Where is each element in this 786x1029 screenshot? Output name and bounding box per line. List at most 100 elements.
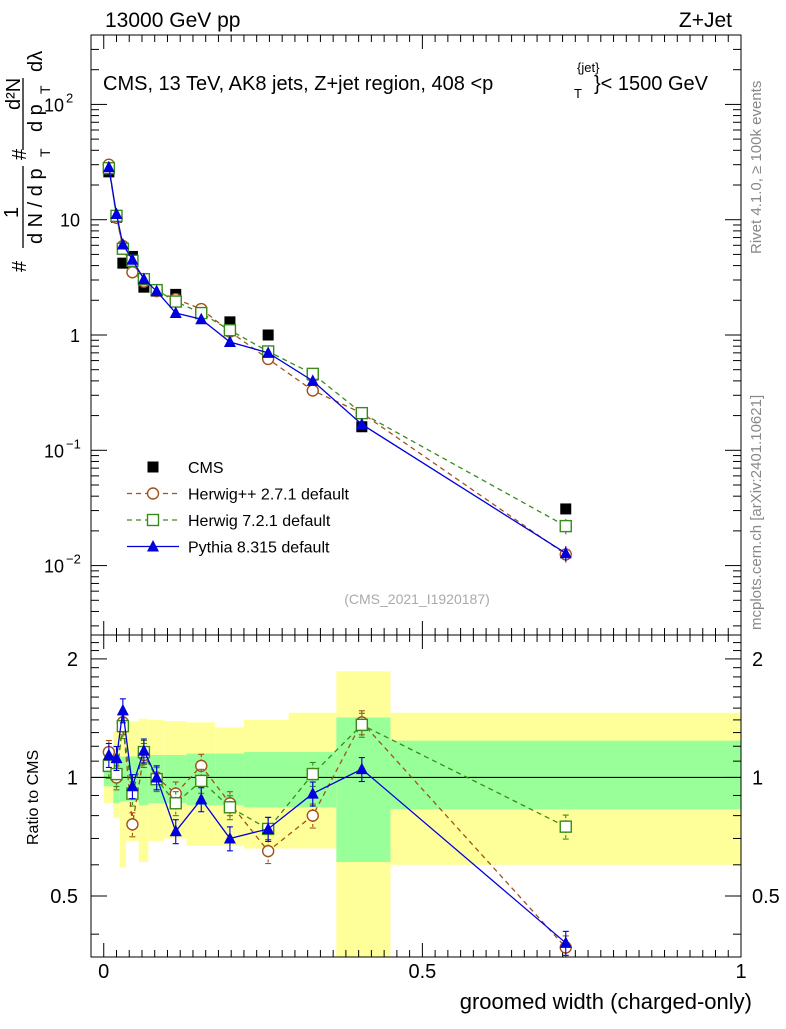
- ratio-y-tick-label: 0.5: [50, 886, 78, 908]
- pythia-marker: [195, 792, 208, 805]
- plot-title-sub: T: [574, 86, 582, 101]
- main-series: [102, 158, 572, 563]
- pythia-marker: [169, 306, 182, 319]
- plot-title-sup: {jet}: [577, 60, 600, 75]
- cms-marker: [147, 461, 159, 473]
- herwigpp-marker: [146, 487, 160, 500]
- herwig7-marker: [146, 513, 160, 527]
- pythia-marker: [137, 272, 150, 285]
- ratio-y-tick-label-right: 1: [752, 767, 763, 789]
- pythia-marker: [306, 787, 319, 799]
- band-green: [119, 756, 127, 802]
- legend: CMS Herwig++ 2.7.1 default Herwig 7.2.1 de…: [127, 460, 350, 557]
- ratio-y-tick-labels: 0.5 0.5 1 1 2 2: [50, 649, 780, 908]
- pythia-marker: [559, 936, 572, 948]
- ylabel-d2n: d²N: [3, 78, 25, 110]
- pythia-marker: [102, 748, 115, 761]
- ylabel-t1: T: [37, 148, 53, 157]
- herwig7-marker: [306, 767, 319, 781]
- ratio-y-tick-label-right: 0.5: [752, 886, 780, 908]
- cms-marker: [224, 316, 236, 328]
- header-right: Z+Jet: [679, 9, 732, 32]
- x-tick-labels: 0 0.5 1: [98, 961, 746, 983]
- series-line-2: [108, 168, 567, 527]
- ylabel-dp: d p: [25, 104, 47, 132]
- plot-title: CMS, 13 TeV, AK8 jets, Z+jet region, 408…: [103, 60, 709, 101]
- pythia-marker: [110, 751, 123, 764]
- ratio-series: [102, 698, 572, 958]
- pythia-marker: [262, 346, 275, 358]
- main-y-tick-exponent: −1: [66, 436, 81, 451]
- pythia-marker: [137, 744, 150, 756]
- x-tick-label: 0: [98, 961, 109, 983]
- main-y-tick-label: 10: [44, 557, 64, 577]
- herwig7-marker: [169, 797, 182, 810]
- cms-marker: [560, 503, 572, 515]
- ratio-y-tick-label: 1: [67, 767, 78, 789]
- cms-marker: [262, 329, 274, 341]
- herwigpp-marker: [126, 818, 139, 831]
- header-left: 13000 GeV pp: [105, 9, 240, 32]
- ratio-bands: [103, 671, 741, 957]
- herwig7-marker: [559, 820, 572, 833]
- herwig7-marker: [169, 295, 182, 308]
- side-label-rivet: Rivet 4.1.0, ≥ 100k events: [748, 81, 765, 254]
- pythia-marker: [147, 540, 159, 552]
- x-tick-label: 1: [735, 961, 746, 983]
- herwig7-marker: [355, 406, 369, 420]
- main-y-tick-exponent: 2: [66, 90, 73, 105]
- herwigpp-marker: [126, 266, 139, 279]
- main-y-tick-exponent: −2: [66, 552, 81, 567]
- ratio-y-tick-label-right: 2: [752, 649, 763, 671]
- herwig7-marker: [223, 324, 237, 337]
- pythia-marker: [126, 779, 139, 792]
- cms-marker: [117, 257, 129, 269]
- pythia-marker: [223, 335, 236, 347]
- plot-title-main: CMS, 13 TeV, AK8 jets, Z+jet region, 408…: [103, 73, 493, 95]
- ylabel-dlambda: dλ: [25, 51, 47, 72]
- main-y-tick-label: 10: [44, 441, 64, 461]
- band-green: [390, 740, 741, 810]
- ylabel-one: 1: [1, 207, 23, 218]
- main-y-tick-label: 10: [44, 95, 64, 115]
- main-ticks: [91, 34, 742, 635]
- pythia-marker: [102, 160, 115, 173]
- pythia-marker: [306, 374, 319, 386]
- x-tick-label: 0.5: [408, 961, 436, 983]
- herwigpp-marker: [306, 384, 319, 397]
- pythia-marker: [150, 770, 163, 783]
- watermark: (CMS_2021_I1920187): [344, 591, 490, 607]
- pythia-marker: [150, 284, 163, 297]
- pythia-marker: [559, 546, 572, 559]
- ratio-frame: [90, 634, 742, 958]
- ylabel-hash2: #: [9, 148, 31, 160]
- pythia-marker: [116, 237, 129, 250]
- legend-label: Pythia 8.315 default: [188, 540, 330, 557]
- pythia-marker: [223, 831, 236, 844]
- pythia-marker: [169, 824, 182, 837]
- x-axis-label: groomed width (charged-only): [460, 989, 752, 1014]
- pythia-marker: [126, 253, 139, 265]
- ratio-y-tick-label: 2: [67, 649, 78, 671]
- band-green: [336, 717, 391, 862]
- legend-label: Herwig 7.2.1 default: [188, 513, 331, 530]
- herwig7-marker: [195, 774, 208, 788]
- herwig7-marker: [355, 718, 369, 732]
- pythia-marker: [195, 312, 208, 325]
- pythia-marker: [355, 762, 368, 775]
- ratio-ticks: [91, 634, 742, 957]
- ylabel-t2: T: [37, 85, 53, 94]
- band-green: [243, 752, 289, 808]
- ratio-panel: 0.5 0.5 1 1 2 2: [50, 634, 780, 958]
- pythia-marker: [262, 822, 275, 834]
- ylabel-dn: d N / d p: [25, 168, 47, 244]
- pythia-marker: [355, 417, 368, 430]
- plot-title-end: }< 1500 GeV: [594, 73, 709, 95]
- main-y-tick-label: 10: [60, 211, 80, 231]
- herwigpp-marker: [261, 844, 275, 858]
- band-green: [138, 753, 149, 806]
- main-y-axis-label: # 1 d N / d p T # d²N d p T dλ: [1, 51, 53, 272]
